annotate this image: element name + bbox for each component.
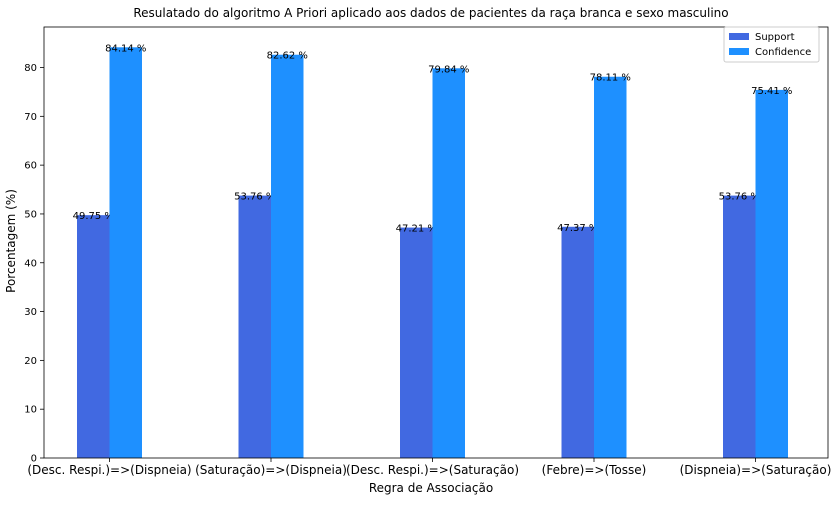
bar-support-0 bbox=[77, 215, 110, 458]
data-label-support-1: 53.76 % bbox=[234, 192, 275, 203]
y-tick-label-40: 40 bbox=[24, 258, 37, 269]
y-tick-label-60: 60 bbox=[24, 161, 37, 172]
y-tick-label-70: 70 bbox=[24, 112, 37, 123]
bar-confidence-0 bbox=[109, 47, 142, 458]
plot-frame bbox=[43, 26, 829, 459]
data-label-confidence-0: 84.14 % bbox=[105, 43, 146, 54]
plot-area: 49.75 % 53.76 % 47.21 % 47.37 % 53.76 % 84.14… bbox=[24, 26, 832, 477]
bar-confidence-3 bbox=[594, 76, 627, 458]
bar-support-3 bbox=[561, 226, 594, 458]
bar-support-2 bbox=[400, 227, 433, 458]
chart-title: Resulatado do algoritmo A Priori aplicad… bbox=[133, 6, 728, 20]
y-axis-label: Porcentagem (%) bbox=[4, 189, 18, 293]
data-label-support-0: 49.75 % bbox=[73, 211, 114, 222]
y-tick-label-0: 0 bbox=[31, 454, 37, 465]
y-tick-label-80: 80 bbox=[24, 63, 37, 74]
bar-confidence-2 bbox=[432, 68, 465, 458]
data-label-confidence-4: 75.41 % bbox=[751, 86, 792, 97]
bar-confidence-1 bbox=[271, 54, 304, 458]
legend-label-confidence: Confidence bbox=[755, 47, 811, 58]
legend-swatch-support bbox=[729, 33, 749, 40]
x-tick-label-1: (Saturação)=>(Dispneia) bbox=[195, 463, 347, 477]
y-tick-label-50: 50 bbox=[24, 209, 37, 220]
x-tick-label-3: (Febre)=>(Tosse) bbox=[542, 463, 647, 477]
bar-confidence-4 bbox=[755, 89, 788, 459]
x-tick-label-4: (Dispneia)=>(Saturação) bbox=[680, 463, 832, 477]
legend: Support Confidence bbox=[723, 26, 820, 63]
data-label-confidence-2: 79.84 % bbox=[428, 64, 469, 75]
x-axis-label: Regra de Associação bbox=[369, 481, 493, 495]
bar-support-1 bbox=[238, 195, 271, 458]
data-label-confidence-1: 82.62 % bbox=[267, 51, 308, 62]
data-label-support-3: 47.37 % bbox=[557, 223, 598, 234]
y-tick-label-20: 20 bbox=[24, 356, 37, 367]
x-tick-label-2: (Desc. Respi.)=>(Saturação) bbox=[346, 463, 519, 477]
x-tick-label-0: (Desc. Respi.)=>(Dispneia) bbox=[27, 463, 191, 477]
data-label-support-4: 53.76 % bbox=[719, 192, 760, 203]
data-label-support-2: 47.21 % bbox=[396, 224, 437, 235]
data-label-confidence-3: 78.11 % bbox=[590, 73, 631, 84]
y-tick-label-10: 10 bbox=[24, 405, 37, 416]
y-tick-label-30: 30 bbox=[24, 307, 37, 318]
bar-support-4 bbox=[723, 195, 756, 458]
legend-label-support: Support bbox=[755, 32, 795, 43]
legend-swatch-confidence bbox=[729, 48, 749, 55]
